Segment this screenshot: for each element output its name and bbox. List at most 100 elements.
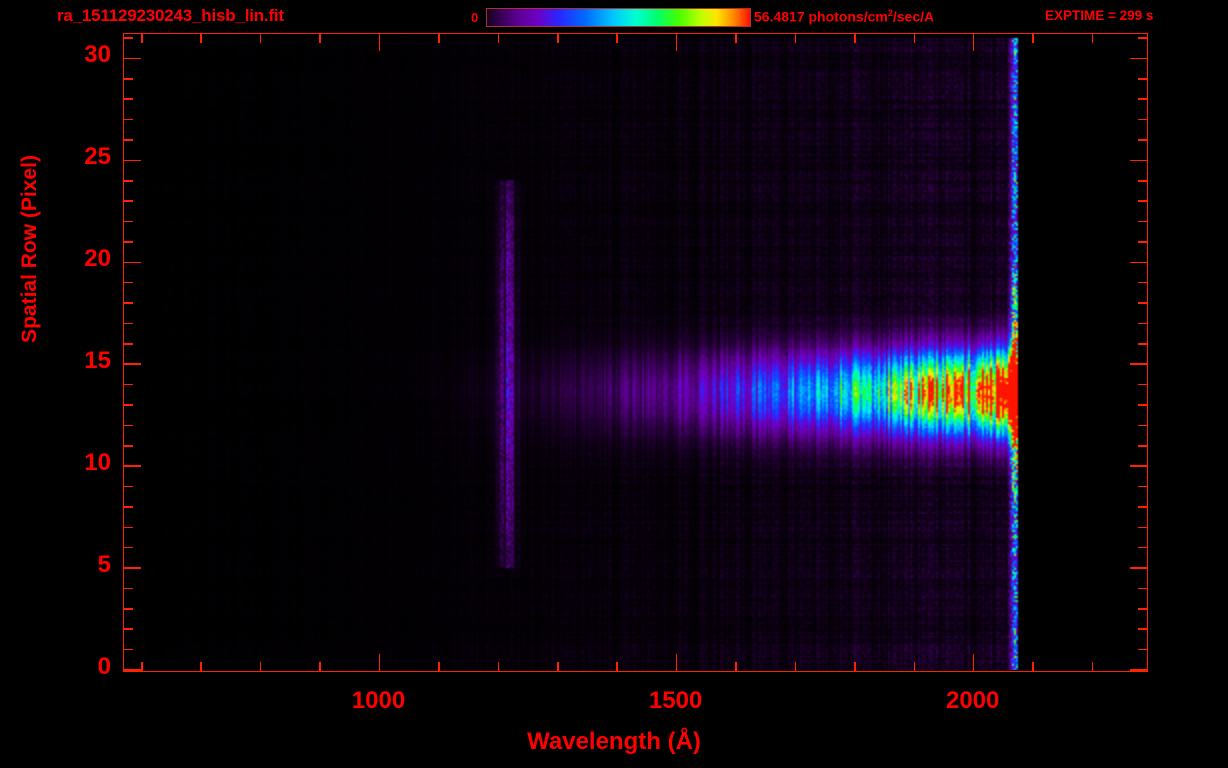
axis-tick (913, 662, 916, 671)
axis-tick (616, 34, 618, 43)
axis-tick (854, 34, 856, 43)
axis-tick (124, 343, 133, 345)
y-tick-label: 25 (84, 143, 111, 171)
axis-tick (1130, 261, 1147, 264)
axis-tick (497, 34, 500, 43)
axis-tick (1138, 424, 1147, 427)
axis-tick (124, 485, 133, 488)
axis-tick (1138, 78, 1147, 80)
axis-tick (124, 281, 133, 284)
axis-tick (1138, 241, 1147, 243)
axis-tick (259, 662, 262, 671)
axis-tick (438, 34, 440, 43)
axis-tick (1138, 648, 1147, 651)
colorbar-gradient (487, 9, 750, 26)
colorbar-max-value: 56.4817 (754, 8, 805, 25)
axis-tick (200, 662, 202, 671)
axis-tick (1138, 404, 1147, 406)
axis-tick (1138, 587, 1147, 590)
file-title: ra_151129230243_hisb_lin.fit (57, 6, 284, 25)
axis-tick (124, 465, 141, 467)
colorbar-max-label: 56.4817 photons/cm2/sec/A (754, 8, 934, 25)
axis-tick (200, 34, 202, 43)
axis-tick (141, 662, 143, 671)
x-tick-label: 1500 (648, 687, 703, 714)
axis-tick (1130, 159, 1147, 162)
axis-tick (378, 34, 381, 51)
axis-tick (1130, 57, 1147, 60)
axis-tick (124, 261, 141, 264)
axis-tick (854, 662, 856, 671)
axis-tick (1138, 628, 1147, 630)
axis-tick (1138, 98, 1147, 100)
axis-tick (259, 34, 262, 43)
axis-tick (124, 98, 133, 100)
axis-tick (124, 567, 141, 569)
axis-tick (1138, 281, 1147, 284)
axis-tick (124, 118, 133, 121)
axis-tick (1138, 139, 1147, 141)
axis-tick (557, 34, 559, 43)
axis-tick (972, 654, 975, 671)
axis-tick (124, 546, 133, 549)
axis-tick (124, 363, 141, 365)
axis-tick (735, 662, 737, 671)
axis-tick (1138, 445, 1147, 447)
axis-tick (124, 302, 133, 304)
axis-tick (794, 34, 797, 43)
axis-tick (124, 445, 133, 447)
axis-tick (1138, 506, 1147, 508)
colorbar-units-pre: photons/cm (804, 8, 888, 25)
axis-tick (1138, 180, 1147, 182)
colorbar-units-post: /sec/A (892, 8, 935, 25)
axis-tick (124, 587, 133, 590)
axis-tick (1138, 608, 1147, 610)
axis-tick (1138, 383, 1147, 386)
axis-tick (913, 34, 916, 43)
axis-tick (438, 662, 440, 671)
axis-tick (1138, 118, 1147, 121)
axis-tick (124, 608, 133, 610)
colorbar (486, 8, 751, 27)
axis-tick (124, 241, 133, 243)
axis-tick (616, 662, 618, 671)
exptime-label: EXPTIME = 299 s (1045, 8, 1154, 23)
x-tick-label: 2000 (945, 687, 1000, 714)
axis-tick (1138, 526, 1147, 529)
axis-tick (124, 57, 141, 60)
axis-tick (319, 34, 321, 43)
axis-tick (1091, 662, 1094, 671)
axis-tick (124, 139, 133, 141)
axis-tick (124, 200, 133, 202)
axis-tick (1130, 669, 1147, 671)
axis-tick (124, 220, 133, 223)
axis-tick (124, 526, 133, 529)
axis-tick (1130, 465, 1147, 467)
y-tick-label: 10 (84, 449, 111, 477)
y-tick-label: 15 (84, 347, 111, 375)
plot-frame (123, 33, 1148, 672)
spectrum-image (124, 34, 1146, 670)
axis-tick (319, 662, 321, 671)
axis-tick (124, 506, 133, 508)
axis-tick (675, 654, 678, 671)
axis-tick (1138, 200, 1147, 202)
axis-tick (1138, 546, 1147, 549)
y-tick-label: 20 (84, 245, 111, 273)
axis-tick (124, 78, 133, 80)
axis-tick (1091, 34, 1094, 43)
axis-tick (124, 669, 141, 671)
x-tick-label: 1000 (351, 687, 406, 714)
axis-tick (675, 34, 678, 51)
x-axis-title: Wavelength (Å) (527, 728, 701, 755)
y-tick-label: 30 (84, 41, 111, 69)
axis-tick (124, 37, 133, 39)
axis-tick (124, 628, 133, 630)
axis-tick (1032, 662, 1034, 671)
y-tick-label: 0 (97, 653, 111, 680)
axis-tick (124, 159, 141, 162)
axis-tick (735, 34, 737, 43)
y-axis-title: Spatial Row (Pixel) (18, 155, 41, 343)
axis-tick (124, 404, 133, 406)
